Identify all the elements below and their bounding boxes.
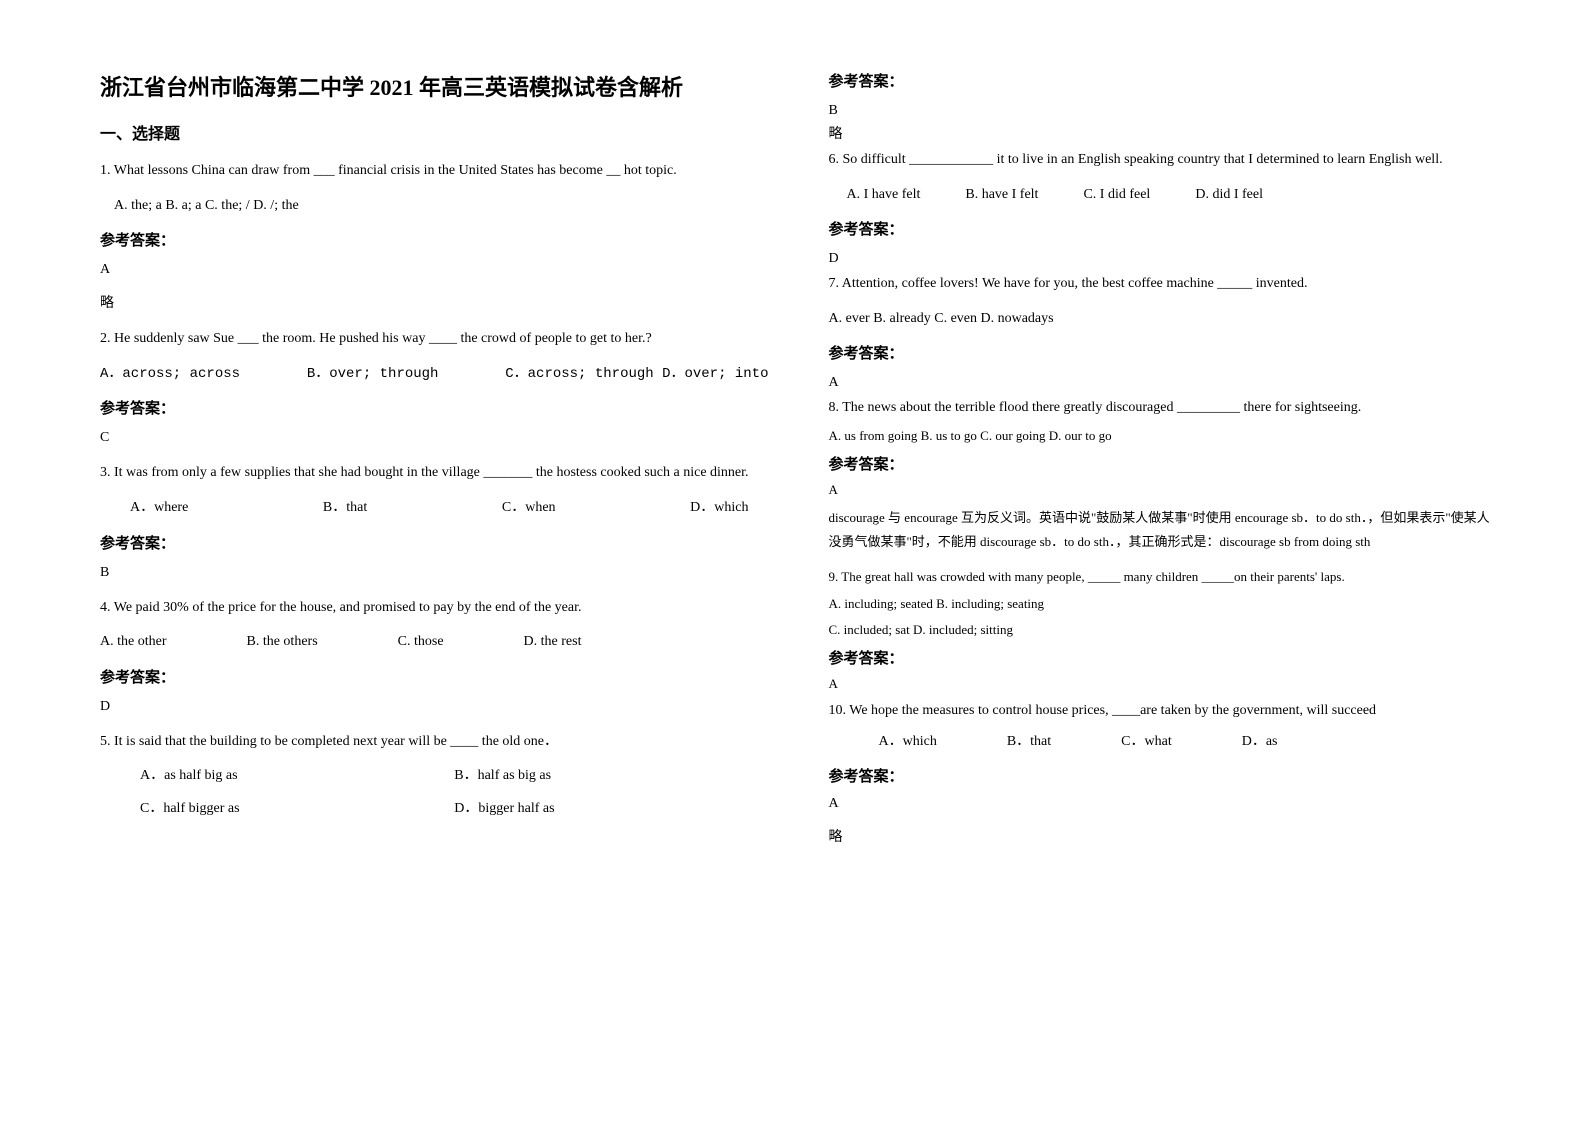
question-7-text: 7. Attention, coffee lovers! We have for… — [829, 271, 1498, 298]
answer-label: 参考答案： — [100, 229, 769, 250]
q5-opt-c: C．half bigger as — [140, 796, 454, 823]
q5-opt-d: D．bigger half as — [454, 796, 768, 823]
q4-opt-a: A. the other — [100, 629, 166, 656]
q10-opt-a: A．which — [879, 729, 937, 756]
q5-opt-a: A．as half big as — [140, 763, 454, 790]
question-2-answer: C — [100, 430, 769, 446]
question-3-answer: B — [100, 565, 769, 581]
question-9-options-line1: A. including; seated B. including; seati… — [829, 592, 1498, 617]
q3-opt-b: B．that — [323, 495, 367, 522]
q6-opt-d: D. did I feel — [1195, 182, 1263, 209]
omit-note: 略 — [829, 826, 1498, 846]
question-4-options: A. the other B. the others C. those D. t… — [100, 629, 769, 656]
question-3-options: A．where B．that C．when D．which — [100, 495, 769, 522]
q2-opt-c: C．across; through D．over; into — [505, 361, 768, 388]
omit-note: 略 — [829, 123, 1498, 143]
document-title: 浙江省台州市临海第二中学 2021 年高三英语模拟试卷含解析 — [100, 70, 769, 102]
question-1-options: A. the; a B. a; a C. the; / D. /; the — [100, 193, 769, 220]
answer-label: 参考答案： — [829, 218, 1498, 239]
left-column: 浙江省台州市临海第二中学 2021 年高三英语模拟试卷含解析 一、选择题 1. … — [100, 70, 769, 860]
question-8-text: 8. The news about the terrible flood the… — [829, 395, 1498, 422]
question-1-text: 1. What lessons China can draw from ___ … — [100, 158, 769, 185]
question-4-text: 4. We paid 30% of the price for the hous… — [100, 595, 769, 622]
q3-opt-d: D．which — [690, 495, 748, 522]
question-5-text: 5. It is said that the building to be co… — [100, 729, 769, 756]
question-9-text: 9. The great hall was crowded with many … — [829, 565, 1498, 590]
q6-opt-a: A. I have felt — [847, 182, 921, 209]
q10-opt-d: D．as — [1242, 729, 1278, 756]
q5-opt-b: B．half as big as — [454, 763, 768, 790]
answer-label: 参考答案： — [100, 666, 769, 687]
page-container: 浙江省台州市临海第二中学 2021 年高三英语模拟试卷含解析 一、选择题 1. … — [0, 0, 1587, 900]
q6-opt-c: C. I did feel — [1083, 182, 1150, 209]
omit-note: 略 — [100, 292, 769, 312]
q4-opt-c: C. those — [398, 629, 444, 656]
answer-label: 参考答案： — [100, 532, 769, 553]
answer-label: 参考答案： — [100, 397, 769, 418]
q2-opt-a: A．across; across — [100, 361, 240, 388]
question-3-text: 3. It was from only a few supplies that … — [100, 460, 769, 487]
q4-opt-d: D. the rest — [524, 629, 582, 656]
q6-opt-b: B. have I felt — [965, 182, 1038, 209]
q3-opt-a: A．where — [130, 495, 188, 522]
question-6-options: A. I have felt B. have I felt C. I did f… — [829, 182, 1498, 209]
section-header: 一、选择题 — [100, 120, 769, 144]
question-5-options: A．as half big as B．half as big as C．half… — [100, 763, 769, 822]
question-5-answer: B — [829, 103, 1498, 119]
q10-opt-c: C．what — [1121, 729, 1172, 756]
answer-label: 参考答案： — [829, 765, 1498, 786]
answer-label: 参考答案： — [829, 453, 1498, 474]
question-9-answer: A — [829, 676, 1498, 692]
question-10-options: A．which B．that C．what D．as — [829, 729, 1498, 756]
q2-opt-b: B．over; through — [307, 361, 439, 388]
q10-opt-b: B．that — [1007, 729, 1051, 756]
question-10-answer: A — [829, 796, 1498, 812]
question-7-answer: A — [829, 375, 1498, 391]
q3-opt-c: C．when — [502, 495, 556, 522]
question-2-text: 2. He suddenly saw Sue ___ the room. He … — [100, 326, 769, 353]
answer-label: 参考答案： — [829, 342, 1498, 363]
question-8-options: A. us from going B. us to go C. our goin… — [829, 424, 1498, 449]
q4-opt-b: B. the others — [246, 629, 317, 656]
question-4-answer: D — [100, 699, 769, 715]
question-8-answer: A — [829, 482, 1498, 498]
question-8-explanation: discourage 与 encourage 互为反义词。英语中说"鼓励某人做某… — [829, 506, 1498, 555]
question-1-answer: A — [100, 262, 769, 278]
question-7-options: A. ever B. already C. even D. nowadays — [829, 306, 1498, 333]
question-9-options-line2: C. included; sat D. included; sitting — [829, 618, 1498, 643]
question-6-answer: D — [829, 251, 1498, 267]
question-2-options: A．across; across B．over; through C．acros… — [100, 361, 769, 388]
question-6-text: 6. So difficult ____________ it to live … — [829, 147, 1498, 174]
answer-label: 参考答案： — [829, 70, 1498, 91]
question-10-text: 10. We hope the measures to control hous… — [829, 698, 1498, 725]
answer-label: 参考答案： — [829, 647, 1498, 668]
right-column: 参考答案： B 略 6. So difficult ____________ i… — [829, 70, 1498, 860]
